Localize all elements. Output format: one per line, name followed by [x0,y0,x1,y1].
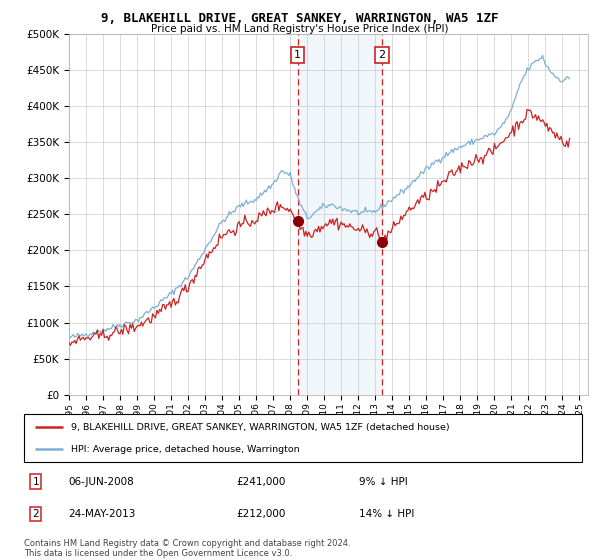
Text: 24-MAY-2013: 24-MAY-2013 [68,509,136,519]
Text: HPI: Average price, detached house, Warrington: HPI: Average price, detached house, Warr… [71,445,300,454]
Text: Price paid vs. HM Land Registry's House Price Index (HPI): Price paid vs. HM Land Registry's House … [151,24,449,34]
Text: £212,000: £212,000 [236,509,286,519]
Text: 2: 2 [379,50,385,60]
FancyBboxPatch shape [24,414,582,462]
Text: 1: 1 [32,477,39,487]
Text: 06-JUN-2008: 06-JUN-2008 [68,477,134,487]
Text: 9, BLAKEHILL DRIVE, GREAT SANKEY, WARRINGTON, WA5 1ZF: 9, BLAKEHILL DRIVE, GREAT SANKEY, WARRIN… [101,12,499,25]
Text: 9, BLAKEHILL DRIVE, GREAT SANKEY, WARRINGTON, WA5 1ZF (detached house): 9, BLAKEHILL DRIVE, GREAT SANKEY, WARRIN… [71,423,450,432]
Text: Contains HM Land Registry data © Crown copyright and database right 2024.
This d: Contains HM Land Registry data © Crown c… [24,539,350,558]
Text: 2: 2 [32,509,39,519]
Bar [298,34,382,395]
Text: £241,000: £241,000 [236,477,286,487]
Text: 1: 1 [294,50,301,60]
Text: 9% ↓ HPI: 9% ↓ HPI [359,477,407,487]
Text: 14% ↓ HPI: 14% ↓ HPI [359,509,414,519]
